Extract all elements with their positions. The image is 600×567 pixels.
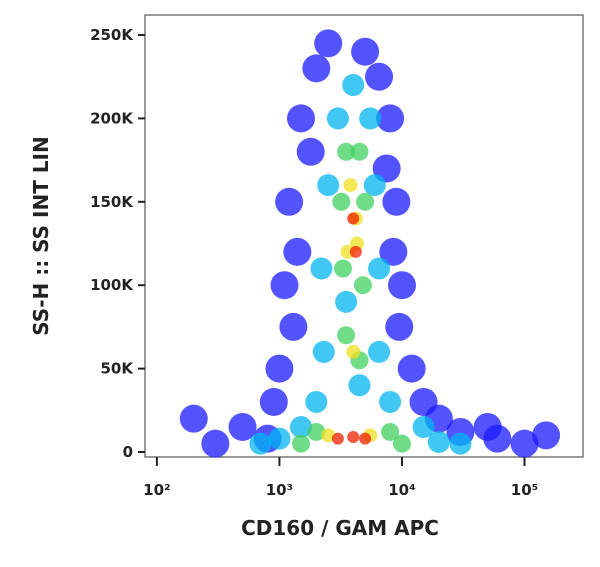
- marks: [179, 29, 561, 458]
- density-point: [259, 387, 288, 416]
- density-point: [201, 429, 230, 458]
- density-point: [283, 237, 312, 266]
- density-point: [347, 212, 360, 225]
- y-axis-title: SS-H :: SS INT LIN: [29, 136, 53, 335]
- density-point: [379, 237, 408, 266]
- x-tick-label: 10²: [143, 481, 170, 499]
- x-tick-label: 10⁴: [388, 481, 415, 499]
- y-tick-label: 0: [123, 443, 133, 461]
- density-point: [427, 430, 450, 453]
- density-point: [397, 354, 426, 383]
- density-point: [326, 107, 349, 130]
- x-tick-label: 10⁵: [511, 481, 538, 499]
- density-point: [449, 432, 472, 455]
- density-point: [387, 271, 416, 300]
- density-point: [363, 174, 386, 197]
- density-point: [381, 422, 400, 441]
- density-point: [317, 174, 340, 197]
- density-point: [335, 290, 358, 313]
- density-point: [342, 74, 365, 97]
- y-tick-label: 250K: [90, 26, 134, 44]
- density-point: [385, 312, 414, 341]
- density-point: [349, 245, 362, 258]
- density-point: [331, 432, 344, 445]
- density-point: [275, 187, 304, 216]
- density-point: [290, 415, 313, 438]
- density-point: [179, 404, 208, 433]
- density-point: [368, 257, 391, 280]
- density-point: [270, 271, 299, 300]
- density-point: [337, 326, 356, 345]
- density-point: [279, 312, 308, 341]
- y-tick-label: 200K: [90, 109, 134, 127]
- density-point: [356, 192, 375, 211]
- density-point: [305, 390, 328, 413]
- density-point: [382, 187, 411, 216]
- density-point: [287, 104, 316, 133]
- density-point: [359, 107, 382, 130]
- density-point: [302, 54, 331, 83]
- density-point: [292, 434, 311, 453]
- density-point: [350, 142, 369, 161]
- density-point: [379, 390, 402, 413]
- density-point: [265, 354, 294, 383]
- density-point: [310, 257, 333, 280]
- y-tick-label: 100K: [90, 276, 134, 294]
- density-point: [268, 427, 291, 450]
- density-point: [312, 340, 335, 363]
- density-point: [365, 62, 394, 91]
- y-tick-label: 150K: [90, 193, 134, 211]
- density-point: [296, 137, 325, 166]
- density-point: [321, 428, 336, 443]
- density-point: [392, 434, 411, 453]
- density-point: [368, 340, 391, 363]
- density-point: [353, 276, 372, 295]
- density-point: [307, 422, 326, 441]
- density-point: [228, 412, 257, 441]
- density-point: [343, 178, 358, 193]
- x-axis-title: CD160 / GAM APC: [241, 516, 439, 540]
- density-point: [332, 192, 351, 211]
- density-point: [346, 344, 361, 359]
- density-point: [348, 374, 371, 397]
- density-point: [483, 424, 512, 453]
- density-point: [337, 142, 356, 161]
- density-point: [314, 29, 343, 58]
- density-point: [376, 104, 405, 133]
- density-point: [412, 415, 435, 438]
- density-point: [510, 429, 539, 458]
- density-point: [532, 421, 561, 450]
- density-point: [249, 432, 272, 455]
- density-point: [347, 430, 360, 443]
- density-point: [351, 37, 380, 66]
- density-point: [359, 432, 372, 445]
- x-tick-label: 10³: [266, 481, 293, 499]
- density-point: [333, 259, 352, 278]
- y-tick-label: 50K: [101, 360, 135, 378]
